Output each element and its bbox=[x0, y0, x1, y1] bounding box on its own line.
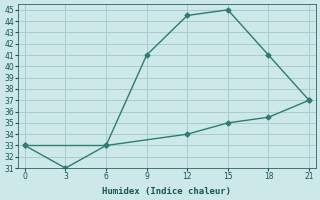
X-axis label: Humidex (Indice chaleur): Humidex (Indice chaleur) bbox=[102, 187, 231, 196]
